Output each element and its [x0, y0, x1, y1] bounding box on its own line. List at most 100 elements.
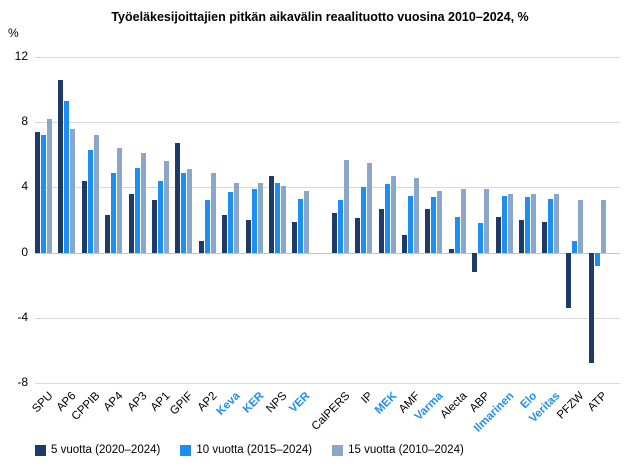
bar-AMF — [414, 177, 419, 253]
bar-Elo — [519, 220, 524, 253]
bar-IP — [367, 162, 373, 253]
bar-AP2 — [210, 172, 216, 253]
x-axis-label-CalPERS: CalPERS — [309, 390, 353, 433]
bar-PFZW — [571, 241, 577, 253]
bar-AP3 — [140, 153, 146, 253]
bar-AMF — [402, 234, 407, 253]
bar-AP2 — [204, 200, 210, 253]
x-axis-label-ATP: ATP — [585, 390, 610, 414]
x-axis-label-SPU: SPU — [30, 390, 56, 416]
bar-AP1 — [158, 180, 163, 253]
x-axis-label-MEK: MEK — [372, 390, 400, 417]
gridline — [35, 252, 620, 254]
bar-Veritas — [542, 221, 548, 253]
bar-Alecta — [448, 249, 454, 253]
bar-KER — [257, 182, 263, 253]
bar-AP6 — [70, 128, 76, 253]
bar-AP6 — [64, 101, 70, 253]
bar-Ilmarinen — [495, 216, 501, 253]
bar-AMF — [408, 195, 413, 253]
y-tick-label: -4 — [17, 309, 28, 324]
bar-PFZW — [577, 200, 583, 253]
bar-VER — [298, 198, 304, 253]
legend-swatch-icon — [35, 444, 46, 456]
y-tick-label: 0 — [21, 244, 28, 259]
bar-Keva — [222, 215, 228, 253]
bar-ATP — [595, 252, 601, 266]
bar-AP3 — [134, 167, 140, 253]
gridline — [35, 122, 620, 124]
y-tick-label: -8 — [17, 375, 28, 389]
y-tick-label: 4 — [21, 179, 28, 194]
x-axis-label-Keva: Keva — [214, 390, 243, 418]
x-axis-label-AP4: AP4 — [101, 390, 126, 414]
bar-AP1 — [152, 200, 157, 253]
bar-Elo — [525, 197, 530, 253]
plot-area — [35, 57, 620, 384]
bar-AP3 — [128, 193, 134, 253]
bar-CPPIB — [81, 180, 87, 253]
bar-CalPERS — [337, 200, 343, 253]
bar-Veritas — [554, 193, 560, 253]
bar-SPU — [47, 118, 52, 253]
bar-MEK — [390, 175, 396, 253]
bar-Varma — [437, 190, 443, 253]
bar-Varma — [431, 197, 437, 253]
x-axis-label-VER: VER — [287, 390, 313, 416]
legend: 5 vuotta (2020–2024) 10 vuotta (2015–2024… — [35, 444, 464, 456]
x-axis-label-AP3: AP3 — [125, 390, 150, 414]
bar-Keva — [234, 182, 240, 253]
bar-Alecta — [454, 216, 460, 253]
x-axis-label-KER: KER — [240, 390, 267, 416]
bar-KER — [245, 220, 251, 253]
bar-CPPIB — [93, 135, 99, 253]
legend-label: 5 vuotta (2020–2024) — [51, 444, 161, 456]
bar-AP6 — [58, 79, 64, 253]
bar-Varma — [425, 208, 431, 253]
bar-GPIF — [175, 143, 181, 253]
gridline — [35, 317, 620, 319]
bar-Ilmarinen — [501, 195, 507, 253]
bar-AP2 — [198, 241, 204, 253]
legend-item: 10 vuotta (2015–2024) — [180, 444, 312, 456]
bar-AP4 — [111, 172, 117, 253]
bar-VER — [292, 221, 298, 253]
bar-IP — [355, 218, 361, 253]
bar-MEK — [384, 184, 390, 253]
bar-Keva — [228, 192, 234, 253]
bar-AP4 — [117, 148, 123, 253]
y-axis-unit-label: % — [8, 26, 19, 40]
bar-NPS — [275, 182, 280, 253]
x-axis-label-NPS: NPS — [264, 390, 290, 416]
bar-AP1 — [164, 161, 169, 253]
legend-item: 5 vuotta (2020–2024) — [35, 444, 160, 456]
bar-ABP — [484, 189, 490, 253]
bar-PFZW — [565, 252, 571, 308]
bar-Alecta — [460, 189, 466, 253]
bar-SPU — [41, 135, 46, 253]
bar-CalPERS — [331, 213, 337, 253]
legend-item: 15 vuotta (2010–2024) — [332, 444, 464, 456]
legend-swatch-icon — [332, 444, 344, 456]
bar-ABP — [478, 223, 484, 253]
bar-ATP — [601, 200, 607, 253]
bar-CalPERS — [343, 159, 349, 253]
gridline — [35, 383, 620, 384]
gridline — [35, 187, 620, 189]
y-tick-label: 8 — [21, 114, 28, 129]
bar-ABP — [472, 252, 478, 273]
legend-swatch-icon — [180, 444, 192, 456]
bar-Elo — [531, 193, 536, 253]
bar-IP — [361, 187, 367, 253]
gridline — [35, 57, 620, 58]
bar-KER — [251, 189, 257, 253]
bar-MEK — [378, 208, 384, 253]
bar-GPIF — [187, 169, 193, 253]
bar-GPIF — [181, 172, 187, 253]
bar-VER — [304, 190, 310, 253]
y-tick-label: 12 — [14, 49, 28, 63]
legend-label: 10 vuotta (2015–2024) — [196, 444, 313, 456]
bar-NPS — [269, 175, 274, 253]
bar-CPPIB — [87, 149, 93, 253]
x-axis-label-GPIF: GPIF — [168, 390, 196, 418]
